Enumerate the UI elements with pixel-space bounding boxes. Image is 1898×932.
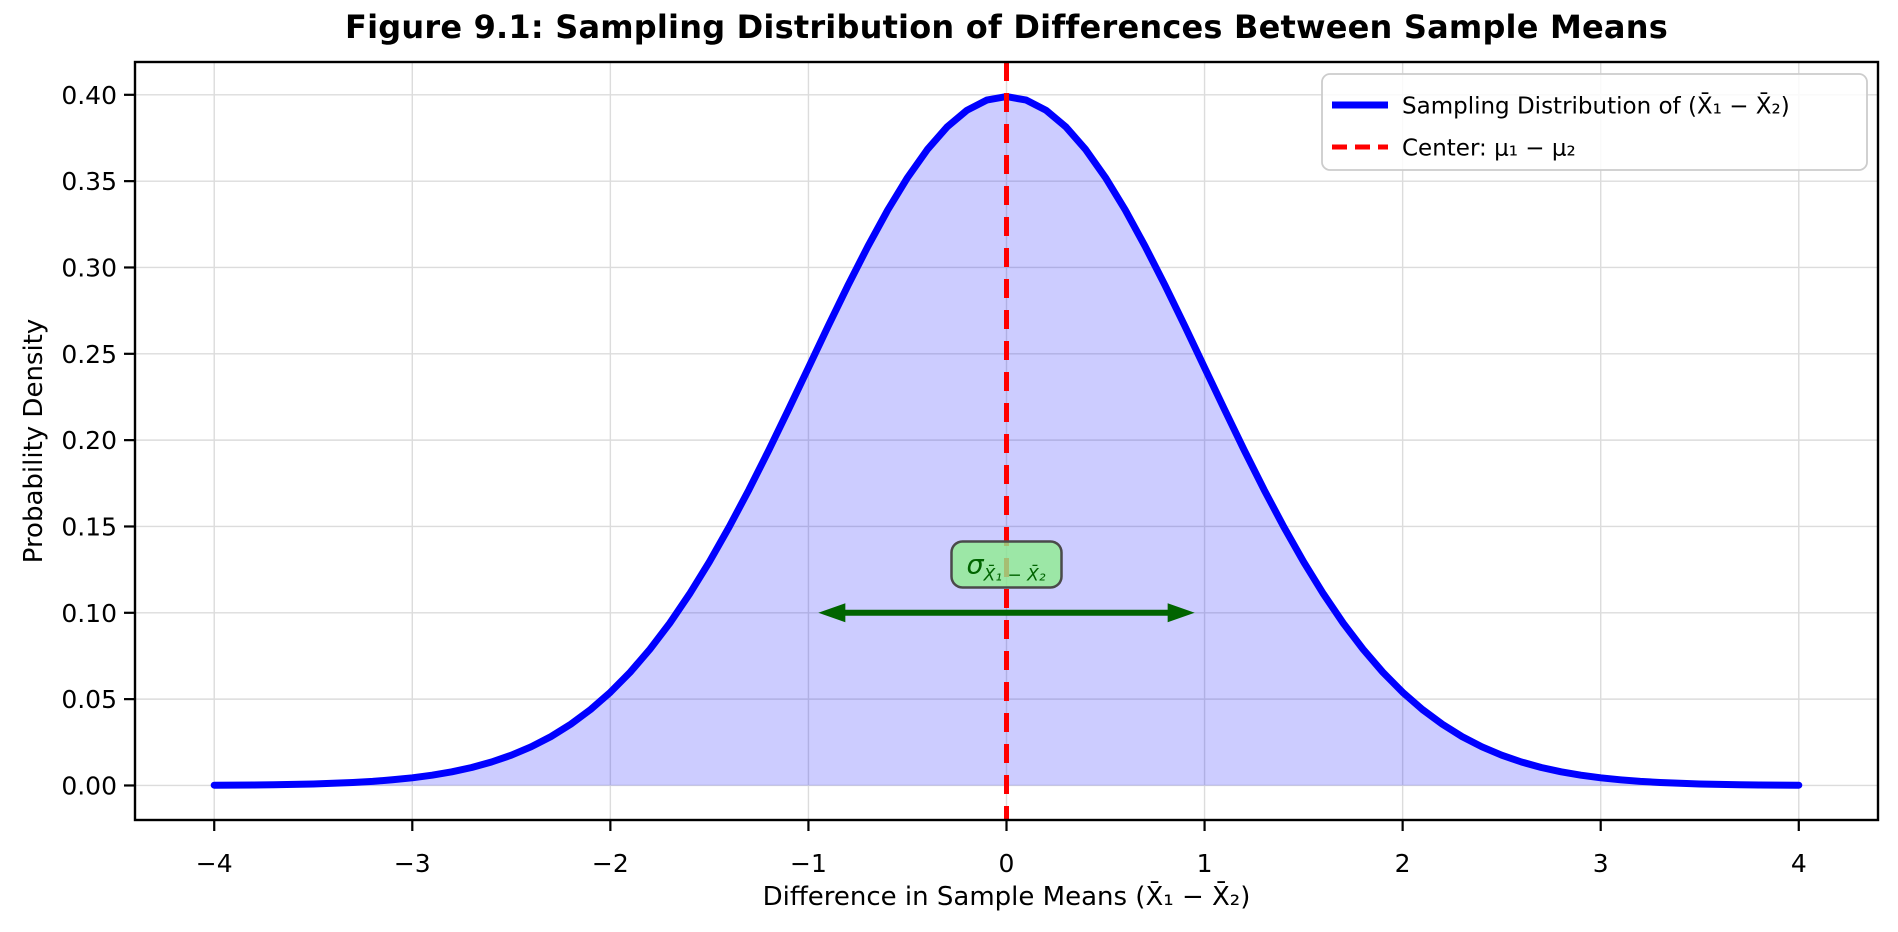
sigma-arrowhead-left [818, 603, 846, 623]
y-tick-label: 0.15 [61, 512, 117, 541]
y-tick-label: 0.25 [61, 340, 117, 369]
legend-entry-label: Sampling Distribution of (X̄₁ − X̄₂) [1402, 91, 1790, 119]
y-tick-label: 0.30 [61, 253, 117, 282]
sigma-arrowhead-right [1167, 603, 1195, 623]
x-tick-label: −1 [790, 849, 827, 878]
x-tick-label: 4 [1791, 849, 1807, 878]
sigma-label: σX̄₁ − X̄₂ [967, 549, 1046, 585]
sigma-label-box [950, 540, 1063, 589]
x-tick-label: −4 [196, 849, 233, 878]
x-tick-label: 0 [999, 849, 1015, 878]
x-tick-label: −3 [394, 849, 431, 878]
y-tick-label: 0.05 [61, 685, 117, 714]
y-tick-label: 0.10 [61, 599, 117, 628]
legend-entry-label: Center: μ₁ − μ₂ [1402, 136, 1576, 162]
x-tick-label: −2 [592, 849, 629, 878]
y-tick-label: 0.20 [61, 426, 117, 455]
x-tick-label: 1 [1197, 849, 1213, 878]
x-tick-label: 3 [1593, 849, 1609, 878]
y-tick-label: 0.35 [61, 167, 117, 196]
y-tick-label: 0.40 [61, 81, 117, 110]
legend-box [1321, 73, 1868, 171]
y-tick-label: 0.00 [61, 771, 117, 800]
x-tick-label: 2 [1395, 849, 1411, 878]
